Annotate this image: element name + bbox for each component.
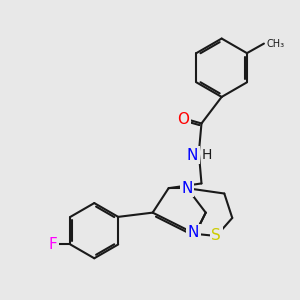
Text: O: O (177, 112, 189, 127)
Text: CH₃: CH₃ (267, 39, 285, 49)
Text: N: N (188, 225, 199, 240)
Text: F: F (49, 237, 57, 252)
Text: H: H (202, 148, 212, 162)
Text: S: S (212, 229, 221, 244)
Text: N: N (182, 181, 193, 196)
Text: N: N (187, 148, 198, 163)
